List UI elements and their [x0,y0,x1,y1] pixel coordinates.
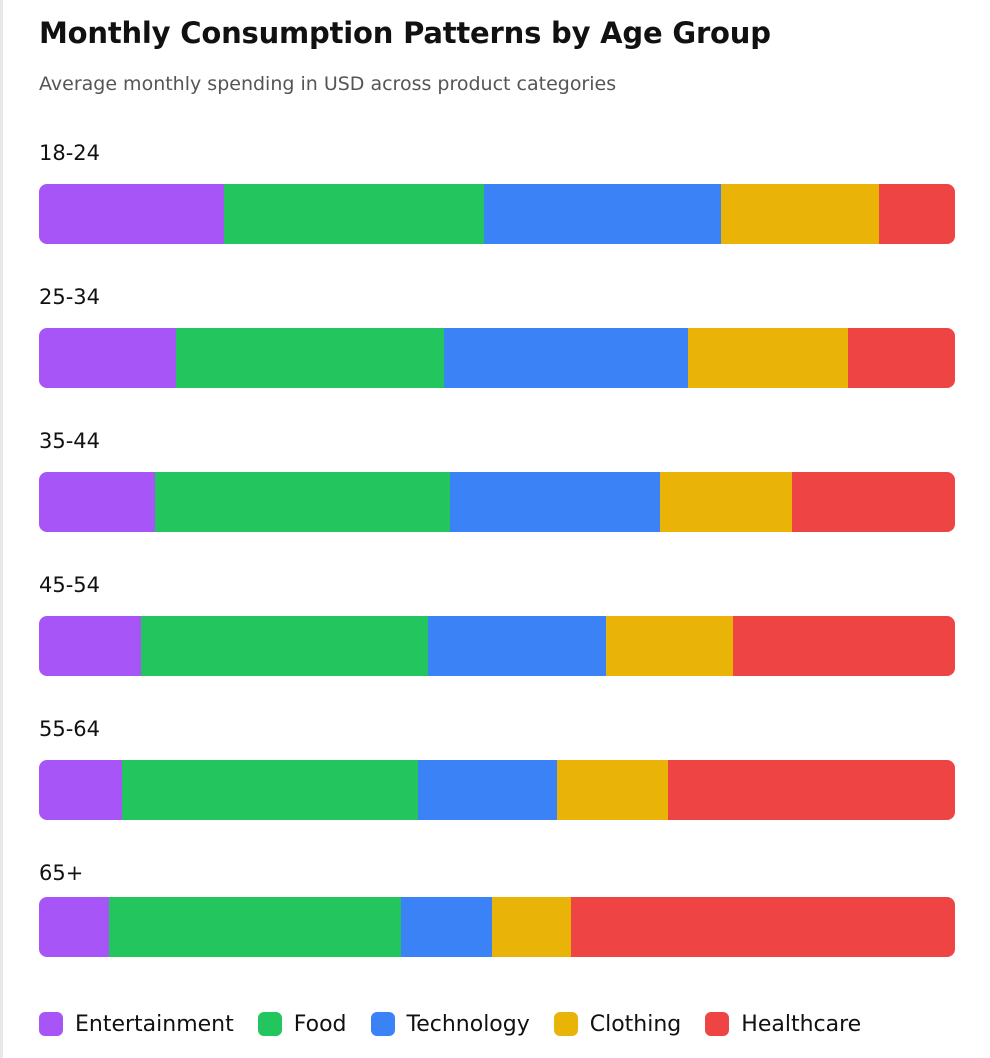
bar-segment-technology[interactable] [444,328,688,388]
stacked-bar [39,897,955,957]
bar-segment-food[interactable] [141,616,428,676]
bar-segment-clothing[interactable] [660,472,792,532]
legend-swatch [553,1012,578,1036]
stacked-bar [39,328,955,388]
bar-segment-food[interactable] [122,760,418,820]
bar-segment-clothing[interactable] [557,760,668,820]
legend-swatch [39,1012,63,1036]
bar-segment-clothing[interactable] [606,616,733,676]
chart-subtitle: Average monthly spending in USD across p… [39,73,617,95]
bar-segment-healthcare[interactable] [879,184,955,244]
bar-segment-entertainment[interactable] [39,328,176,388]
chart-legend: Entertainment Food Technology Clothing Healt… [39,1006,885,1042]
bar-segment-entertainment[interactable] [39,897,109,957]
bar-segment-food[interactable] [224,184,484,244]
chart-title: Monthly Consumption Patterns by Age Grou… [39,16,771,50]
legend-label: Food [293,1011,347,1037]
legend-swatch [257,1012,282,1036]
bar-segment-healthcare[interactable] [571,897,955,957]
legend-item-entertainment[interactable]: Entertainment [39,1012,234,1037]
bar-segment-technology[interactable] [401,897,492,957]
legend-item-clothing[interactable]: Clothing [553,1011,682,1037]
bar-segment-healthcare[interactable] [668,760,955,820]
age-group-label: 18-24 [39,141,101,165]
legend-label: Clothing [589,1011,682,1037]
stacked-bar [39,184,955,244]
bar-segment-entertainment[interactable] [39,184,224,244]
bar-segment-clothing[interactable] [492,897,571,957]
bar-segment-technology[interactable] [450,472,660,532]
bar-segment-technology[interactable] [484,184,721,244]
legend-swatch [705,1012,730,1036]
bar-segment-entertainment[interactable] [39,760,122,820]
bar-segment-healthcare[interactable] [733,616,955,676]
legend-label: Healthcare [741,1011,862,1037]
stacked-bar [39,616,955,676]
left-edge-line [0,0,3,1058]
legend-item-healthcare[interactable]: Healthcare [705,1012,861,1037]
age-group-label: 35-44 [39,429,101,453]
bar-segment-entertainment[interactable] [39,616,141,676]
bar-segment-technology[interactable] [428,616,606,676]
age-group-label: 45-54 [39,573,101,597]
legend-item-food[interactable]: Food [257,1011,347,1037]
stacked-bar [39,760,955,820]
bar-segment-clothing[interactable] [688,328,848,388]
legend-label: Technology [406,1011,530,1037]
legend-swatch [370,1012,395,1036]
bar-segment-entertainment[interactable] [39,472,155,532]
bar-segment-healthcare[interactable] [848,328,955,388]
legend-label: Entertainment [75,1011,234,1037]
bar-segment-technology[interactable] [418,760,557,820]
bar-segment-food[interactable] [176,328,444,388]
age-group-label: 65+ [39,861,84,885]
age-group-label: 55-64 [39,717,101,741]
age-group-label: 25-34 [39,285,101,309]
stacked-bar [39,472,955,532]
bar-segment-clothing[interactable] [721,184,879,244]
bar-segment-food[interactable] [109,897,401,957]
bar-segment-healthcare[interactable] [792,472,955,532]
bar-segment-food[interactable] [155,472,450,532]
legend-item-technology[interactable]: Technology [370,1011,530,1037]
